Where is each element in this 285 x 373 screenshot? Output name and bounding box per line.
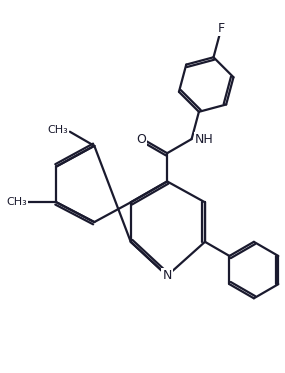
Text: N: N	[162, 269, 172, 282]
Text: F: F	[217, 22, 224, 35]
Text: CH₃: CH₃	[6, 197, 27, 207]
Text: O: O	[136, 132, 146, 145]
Text: CH₃: CH₃	[48, 125, 68, 135]
Text: NH: NH	[195, 132, 214, 145]
